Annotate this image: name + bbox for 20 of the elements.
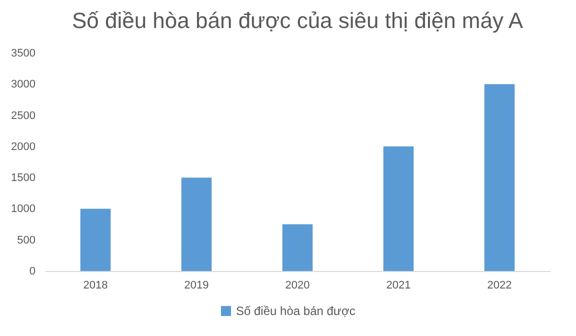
y-tick-label: 1500: [11, 172, 36, 184]
x-tick-label: 2022: [487, 280, 512, 292]
bar: [181, 178, 212, 271]
y-tick-label: 500: [17, 234, 36, 246]
y-tick-label: 0: [29, 266, 36, 278]
y-tick-label: 2000: [11, 140, 36, 153]
bar: [282, 224, 313, 271]
bar: [80, 208, 111, 271]
chart-title: Số điều hòa bán được của siêu thị điện máy A: [72, 8, 524, 33]
x-tick-label: 2018: [83, 280, 108, 292]
y-tick-label: 2500: [11, 110, 36, 122]
x-tick-label: 2019: [184, 280, 209, 292]
x-tick-label: 2020: [285, 280, 310, 292]
y-tick-label: 3500: [11, 48, 36, 60]
bar: [383, 146, 414, 271]
y-tick-label: 3000: [11, 78, 36, 91]
x-tick-label: 2021: [386, 280, 411, 292]
y-tick-label: 1000: [11, 203, 36, 216]
bar: [484, 84, 515, 271]
legend-label: Số điều hòa bán được: [236, 304, 356, 318]
